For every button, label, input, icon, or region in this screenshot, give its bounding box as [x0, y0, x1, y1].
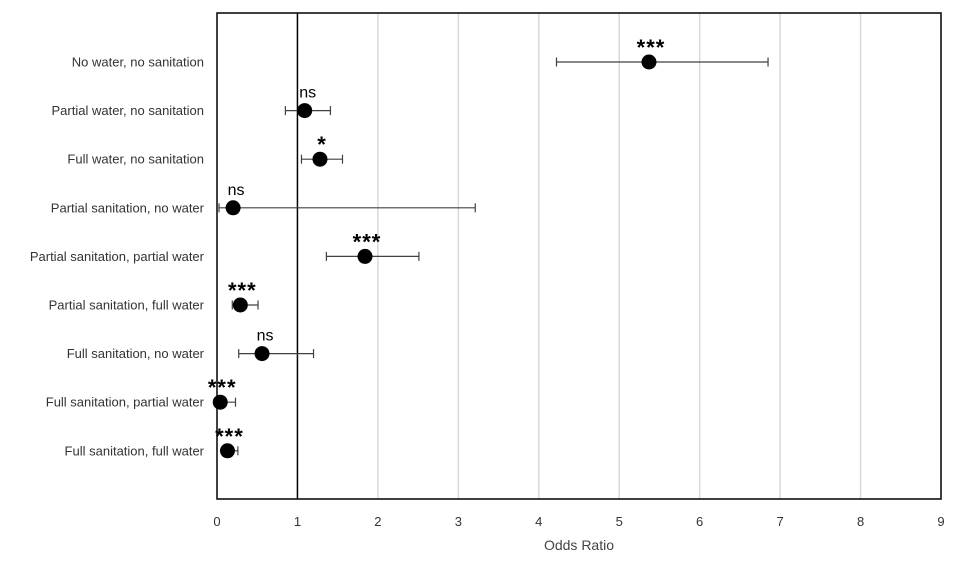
x-tick-label: 9: [937, 514, 944, 529]
category-label: Full sanitation, no water: [67, 346, 205, 361]
x-tick-label: 2: [374, 514, 381, 529]
significance-label: *: [317, 132, 327, 157]
significance-labels: *** ns * ns *** *** ns *** ***: [208, 35, 666, 449]
category-label: Partial water, no sanitation: [52, 103, 204, 118]
error-bar: [325, 251, 420, 261]
odds-ratio-point: [212, 394, 228, 410]
significance-label: ns: [257, 328, 274, 345]
x-axis-title: Odds Ratio: [544, 537, 614, 553]
category-label: Full sanitation, partial water: [46, 395, 205, 410]
gridlines: [377, 13, 862, 499]
error-bars: [218, 57, 769, 456]
x-tick-label: 5: [616, 514, 623, 529]
odds-ratio-point: [225, 200, 241, 216]
significance-label: ***: [353, 229, 382, 254]
x-tick-label: 3: [455, 514, 462, 529]
odds-ratio-point: [357, 248, 373, 264]
x-tick-label: 1: [294, 514, 301, 529]
x-tick-label: 8: [857, 514, 864, 529]
odds-ratio-point: [312, 151, 328, 167]
x-tick-label: 7: [776, 514, 783, 529]
x-axis-tick-labels: 0 1 2 3 4 5 6 7 8 9: [213, 514, 944, 529]
odds-ratio-point: [254, 346, 270, 362]
significance-label: ***: [208, 375, 237, 400]
odds-ratio-point: [232, 297, 248, 313]
plot-area-frame: [216, 12, 942, 500]
significance-label: ***: [228, 278, 257, 303]
error-bar: [555, 57, 769, 67]
category-label: Full sanitation, full water: [65, 443, 205, 458]
odds-ratio-point: [297, 103, 313, 119]
x-tick-label: 6: [696, 514, 703, 529]
category-label: Partial sanitation, partial water: [30, 249, 205, 264]
x-tick-label: 0: [213, 514, 220, 529]
x-tick-label: 4: [535, 514, 542, 529]
odds-ratio-point: [641, 54, 657, 70]
category-label: No water, no sanitation: [72, 55, 204, 70]
significance-label: ns: [228, 182, 245, 199]
category-labels: No water, no sanitation Partial water, no…: [30, 55, 205, 459]
error-bar: [218, 203, 476, 213]
odds-ratio-point: [219, 443, 235, 459]
significance-label: ***: [215, 424, 244, 449]
category-label: Partial sanitation, no water: [51, 200, 205, 215]
error-bar: [238, 349, 315, 359]
significance-label: ns: [299, 85, 316, 102]
odds-ratio-points: [212, 54, 657, 459]
category-label: Full water, no sanitation: [67, 152, 204, 167]
category-label: Partial sanitation, full water: [49, 298, 205, 313]
significance-label: ***: [637, 35, 666, 60]
